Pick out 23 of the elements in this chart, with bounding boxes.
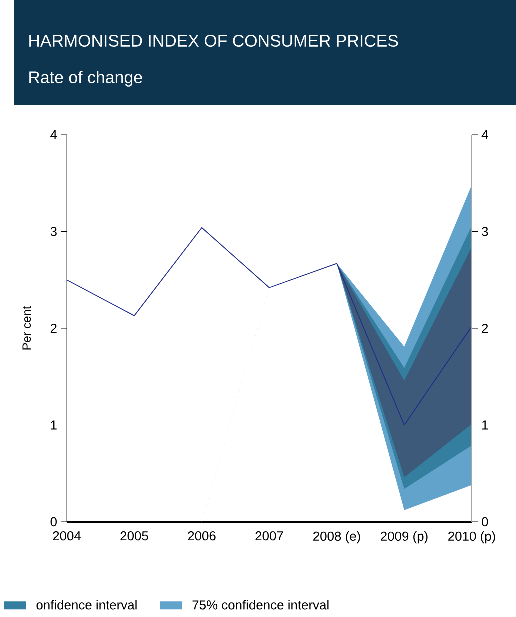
x-tick-label: 2007 [256, 532, 284, 541]
x-tick-label: 2006 [188, 532, 216, 541]
y-tick-label: 1 [51, 420, 57, 430]
y-tick-label: 0 [50, 517, 57, 527]
chart-title: HARMONISED INDEX OF CONSUMER PRICES [30, 34, 398, 47]
y-tick-label: 4 [50, 130, 58, 140]
line-series [66, 227, 472, 426]
legend-label: 75% confidence interval [192, 600, 329, 610]
y2-tick-label: 2 [482, 324, 488, 334]
y2-tick-label: 1 [482, 420, 488, 430]
y-tick-label: 2 [50, 324, 57, 334]
x-tick-label: 2010 (p) [448, 532, 496, 544]
x-tick-label: 2004 [53, 532, 82, 541]
y-axis-title: Per cent [22, 306, 32, 350]
y2-tick-label: 3 [482, 227, 488, 236]
y-tick-label: 3 [50, 227, 57, 236]
x-tick-label: 2009 (p) [381, 532, 428, 544]
legend-label: onfidence interval [36, 600, 137, 610]
y2-tick-label: 0 [482, 517, 488, 527]
chart-subtitle: Rate of change [30, 71, 142, 87]
x-tick-label: 2008 (e) [314, 532, 360, 544]
y2-tick-label: 4 [482, 130, 488, 140]
x-tick-label: 2005 [120, 532, 148, 541]
